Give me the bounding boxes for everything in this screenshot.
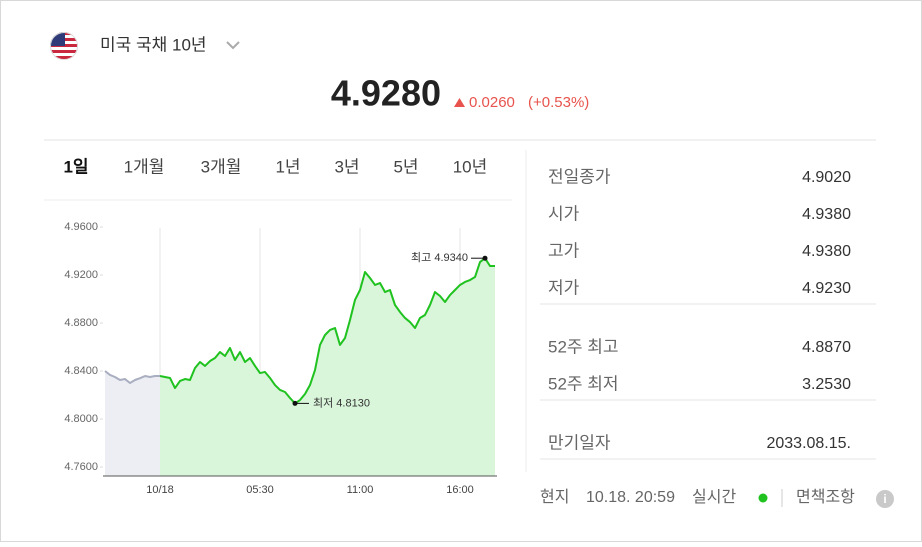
- stat-label: 고가: [548, 241, 580, 260]
- stat-value: 4.9380: [802, 206, 851, 223]
- period-tab[interactable]: 3개월: [201, 157, 242, 176]
- info-icon-glyph: i: [883, 492, 886, 506]
- period-tab[interactable]: 1년: [275, 157, 300, 176]
- stat-value: 4.9020: [802, 169, 851, 186]
- stat-label: 저가: [548, 278, 580, 297]
- line: [104, 370, 160, 384]
- us-flag: [50, 32, 78, 60]
- period-tab[interactable]: 1일: [63, 157, 88, 176]
- line: [159, 257, 495, 405]
- local-label: 현지: [540, 488, 569, 506]
- y-tick-label: 4.9600: [64, 221, 98, 233]
- instrument-title: 미국 국채 10년: [100, 35, 207, 54]
- price: 4.9280: [331, 73, 441, 114]
- chart: 10/18 05:30 11:00 16:00 4.9600 4.9200 4.8800 4.…: [64, 221, 497, 496]
- annotation: 최저 4.8130: [313, 396, 370, 409]
- stat-label: 시가: [548, 204, 580, 223]
- change-percent: (+0.53%): [528, 94, 589, 111]
- stat-value: 4.8870: [802, 339, 851, 356]
- stat-label: 만기일자: [548, 433, 611, 452]
- y-tick-label: 4.8000: [64, 413, 98, 425]
- x-tick-label: 11:00: [347, 484, 374, 496]
- timestamp: 10.18. 20:59: [586, 489, 675, 506]
- stat-value: 4.9230: [802, 280, 851, 297]
- realtime-label: 실시간: [692, 488, 736, 506]
- area: [160, 258, 495, 476]
- stat-value: 3.2530: [802, 376, 851, 393]
- period-tab[interactable]: 5년: [393, 157, 418, 176]
- info-icon[interactable]: [876, 490, 894, 508]
- y-tick-label: 4.7600: [64, 461, 98, 473]
- y-tick-label: 4.8800: [64, 317, 98, 329]
- tab-bar: 1일 1개월 3개월 1년 3년 5년 10년: [63, 157, 487, 176]
- period-tab[interactable]: 3년: [334, 157, 359, 176]
- change: 0.0260: [469, 94, 515, 111]
- stat-label: 52주 최저: [548, 374, 619, 393]
- y-tick-label: 4.8400: [64, 365, 98, 377]
- x-tick-label: 10/18: [146, 484, 174, 496]
- stat-value: 4.9380: [802, 243, 851, 260]
- annotation: 최고 4.9340: [411, 251, 468, 264]
- x-tick-label: 05:30: [246, 484, 274, 496]
- footer: 현지 10.18. 20:59 실시간 면책조항 i: [540, 488, 894, 508]
- stats: 전일종가 4.9020 시가 4.9380 고가 4.9380 저가 4.9230 52주 최고…: [540, 167, 876, 460]
- disclaimer-link[interactable]: 면책조항: [796, 488, 855, 506]
- area: [105, 371, 160, 476]
- x-tick-label: 16:00: [446, 484, 474, 496]
- stat-value: 2033.08.15.: [766, 435, 851, 452]
- live-dot: [758, 493, 768, 503]
- period-tab[interactable]: 1개월: [124, 157, 165, 176]
- y-tick-label: 4.9200: [64, 269, 98, 281]
- period-tab[interactable]: 10년: [453, 157, 488, 176]
- stat-label: 52주 최고: [548, 337, 619, 356]
- stat-label: 전일종가: [548, 167, 611, 186]
- up-arrow: [454, 98, 465, 107]
- dropdown-chevron[interactable]: [226, 41, 240, 50]
